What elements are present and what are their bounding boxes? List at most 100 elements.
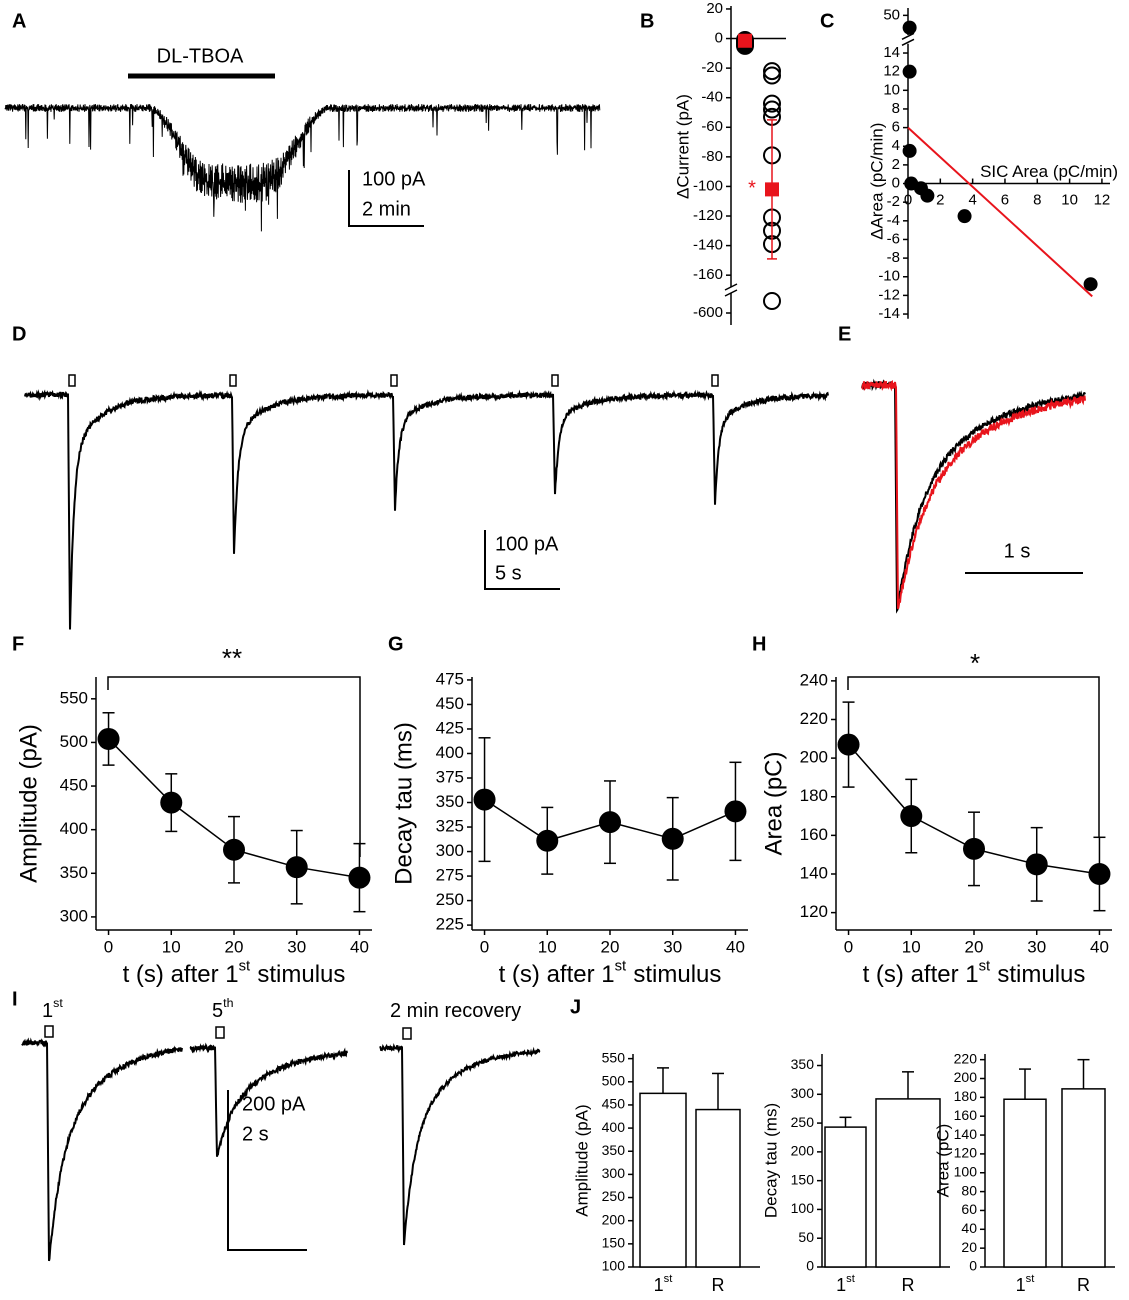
y-tick-label: 450 bbox=[60, 776, 88, 795]
scale-label: 100 pA bbox=[495, 533, 559, 555]
scale-bar bbox=[484, 530, 560, 590]
panel-letter: I bbox=[12, 988, 18, 1010]
error-bar bbox=[767, 119, 777, 190]
x-tick-label: 40 bbox=[350, 937, 369, 956]
error-bar bbox=[1019, 1068, 1031, 1100]
y-tick-label: 300 bbox=[436, 841, 464, 860]
point bbox=[763, 100, 781, 119]
y-tick-label: -8 bbox=[887, 249, 900, 266]
y-tick-label: 14 bbox=[883, 44, 900, 61]
stimulus bbox=[402, 1027, 412, 1040]
point bbox=[763, 66, 781, 85]
point bbox=[285, 856, 308, 879]
x-tick-label: 10 bbox=[162, 937, 181, 956]
axis-break-mark bbox=[724, 289, 738, 297]
y-tick-label: -20 bbox=[701, 59, 723, 76]
point bbox=[736, 31, 754, 50]
x-tick-label-part: 1 bbox=[836, 1275, 846, 1295]
y-tick-label: 200 bbox=[800, 748, 828, 767]
trace bbox=[21, 1037, 183, 1262]
y-tick-label: 300 bbox=[60, 906, 88, 925]
annotation: ** bbox=[222, 643, 242, 673]
stimulus bbox=[44, 1025, 54, 1038]
y-tick-label: 400 bbox=[436, 743, 464, 762]
y-axis-label: Amplitude (pA) bbox=[15, 724, 42, 883]
scale-label: 2 s bbox=[242, 1123, 269, 1145]
y-tick-label: -10 bbox=[878, 268, 900, 285]
point bbox=[920, 188, 935, 203]
y-tick-label: -80 bbox=[701, 148, 723, 165]
point bbox=[837, 733, 860, 756]
point bbox=[348, 866, 371, 889]
y-tick-label: 100 bbox=[954, 1163, 978, 1179]
y-tick-label: 325 bbox=[436, 817, 464, 836]
trace bbox=[861, 379, 1086, 610]
x-axis-label-part: t (s) after 1 bbox=[863, 961, 979, 988]
axis-break-mark bbox=[724, 283, 738, 291]
x-tick-label: 8 bbox=[1033, 191, 1041, 208]
axis-break-mark bbox=[901, 38, 915, 47]
point bbox=[963, 837, 985, 860]
panel-letter: J bbox=[570, 996, 581, 1018]
point bbox=[738, 33, 752, 48]
y-tick-label: 220 bbox=[954, 1050, 978, 1066]
y-axis-label: Decay tau (ms) bbox=[761, 1103, 780, 1218]
trace-label: 1st bbox=[42, 996, 63, 1022]
y-tick-label: 150 bbox=[791, 1171, 815, 1187]
scale-bar bbox=[227, 1090, 307, 1251]
y-tick-label: 250 bbox=[602, 1188, 626, 1204]
bar bbox=[824, 1126, 867, 1268]
bar bbox=[639, 1092, 687, 1268]
y-tick-label: 100 bbox=[791, 1200, 815, 1216]
annotation: * bbox=[748, 178, 756, 200]
panel-letter: H bbox=[752, 633, 766, 655]
y-tick-label: -4 bbox=[887, 212, 900, 229]
y-tick-label: 2 bbox=[892, 156, 900, 173]
point bbox=[97, 727, 120, 750]
x-tick-label-part: R bbox=[1077, 1275, 1090, 1295]
scale-label: 100 pA bbox=[362, 168, 426, 190]
y-tick-label: 400 bbox=[602, 1119, 626, 1135]
x-tick-label-sup: st bbox=[846, 1273, 856, 1285]
error-bar bbox=[839, 1116, 852, 1128]
point bbox=[765, 182, 779, 197]
y-tick-label: 225 bbox=[436, 915, 464, 934]
stimulus-markers bbox=[44, 374, 719, 1040]
point bbox=[1088, 862, 1111, 885]
y-tick-label: 250 bbox=[436, 890, 464, 909]
y-tick-label: -40 bbox=[701, 89, 723, 106]
y-tick-label: -140 bbox=[693, 237, 723, 254]
panel-letter: C bbox=[820, 10, 834, 32]
x-tick-label: 0 bbox=[480, 937, 489, 956]
error-bar bbox=[657, 1067, 669, 1094]
y-tick-label: 20 bbox=[706, 0, 723, 17]
x-tick-label-part: R bbox=[712, 1275, 725, 1295]
y-tick-label: 550 bbox=[60, 688, 88, 707]
y-tick-label: 4 bbox=[892, 137, 900, 154]
x-axis-label-part: stimulus bbox=[997, 961, 1085, 988]
point bbox=[1083, 277, 1098, 292]
point bbox=[763, 94, 781, 113]
x-axis-label-part: t (s) after 1 bbox=[123, 961, 239, 988]
trace-label-part: 5 bbox=[212, 1000, 223, 1022]
y-tick-label: 220 bbox=[800, 709, 828, 728]
y-tick-label: 275 bbox=[436, 866, 464, 885]
x-axis-label-part: stimulus bbox=[633, 961, 721, 988]
x-tick-label: 6 bbox=[1001, 191, 1009, 208]
annotation: * bbox=[970, 648, 980, 678]
y-axis-label: Amplitude (pA) bbox=[572, 1104, 591, 1216]
error-bar bbox=[767, 189, 777, 260]
y-tick-label: 140 bbox=[954, 1126, 978, 1142]
y-tick-label: 120 bbox=[800, 902, 828, 921]
y-tick-label: 150 bbox=[602, 1235, 626, 1251]
x-tick-label: 30 bbox=[663, 937, 682, 956]
trace bbox=[24, 389, 829, 630]
x-axis-label-part: t (s) after 1 bbox=[499, 961, 615, 988]
scale-label: 5 s bbox=[495, 562, 522, 584]
x-tick-label-part: 1 bbox=[1016, 1275, 1026, 1295]
x-tick-label: 40 bbox=[1090, 937, 1109, 956]
y-tick-label: 400 bbox=[60, 819, 88, 838]
y-tick-label: 0 bbox=[806, 1258, 814, 1274]
y-tick-label: 240 bbox=[800, 670, 828, 689]
